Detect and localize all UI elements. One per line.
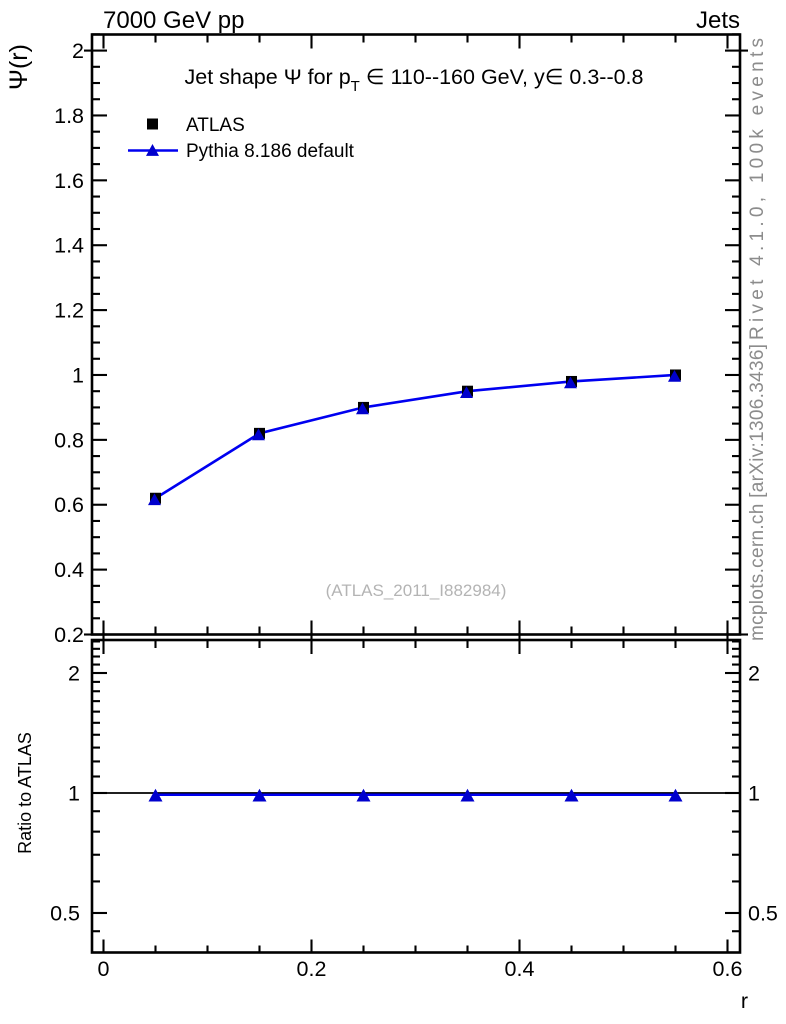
pythia-data-marker [668,369,681,382]
rivet-version-note: Rivet 4.1.0, 100k events [747,38,768,340]
pythia-data-marker [148,493,161,506]
y-tick-label-main: 1 [72,363,84,387]
pythia-ratio-marker [668,788,683,802]
header-beam-energy: 7000 GeV pp [103,7,244,34]
legend-markers [128,118,178,156]
ratio-frame [90,638,742,954]
pythia-ratio-marker [148,788,163,802]
y-tick-label-main: 0.2 [54,623,84,647]
x-tick-label: 0.4 [505,957,535,981]
y-tick-label-main: 1.8 [54,104,84,128]
x-tick-label: 0 [98,957,110,981]
legend-pythia-marker [146,144,159,156]
ratio-tick-label-right: 2 [748,662,760,686]
ratio-tick-label-left: 0.5 [50,901,80,925]
header-analysis-group: Jets [696,7,740,34]
ratio-tick-label-left: 2 [68,662,80,686]
y-tick-label-main: 1.2 [54,299,84,323]
ratio-tick-label-left: 1 [68,782,80,806]
legend-atlas-marker [147,118,158,130]
ratio-panel: 0.5 0.5 1 1 2 2 0 0.2 0.4 0.6 [50,632,778,981]
y-tick-label-main: 1.4 [54,234,84,258]
ratio-tick-label-right: 0.5 [748,901,778,925]
pythia-ratio-marker [356,788,371,802]
y-tick-label-main: 1.6 [54,169,84,193]
ratio-tick-label-right: 1 [748,782,760,806]
legend-label-pythia: Pythia 8.186 default [186,141,355,162]
y-axis-title-main: Ψ(r) [5,44,33,90]
pythia-data-marker [356,402,369,415]
pythia-data-marker [564,376,577,389]
mcplots-arxiv-note: mcplots.cern.ch [arXiv:1306.3436] [747,344,768,641]
x-tick-label: 0.6 [713,957,743,981]
pythia-ratio-marker [252,788,267,802]
analysis-id-watermark: (ATLAS_2011_I882984) [326,581,507,600]
pythia-data-marker [460,386,473,399]
y-tick-label-main: 2 [72,39,84,63]
y-tick-label-main: 0.6 [54,493,84,517]
pythia-data-marker [252,428,265,441]
y-tick-label-main: 0.4 [54,558,84,582]
y-tick-label-main: 0.8 [54,428,84,452]
pythia-ratio-marker [460,788,475,802]
legend-label-atlas: ATLAS [186,115,245,136]
plot-title: Jet shape Ψ for pT ∈ 110--160 GeV, y∈ 0.… [184,65,643,95]
main-panel: 0.2 0.4 0.6 0.8 1 1.2 1.4 1.6 1.8 2 [54,33,748,647]
pythia-line [154,373,676,500]
x-tick-label: 0.2 [297,957,327,981]
y-axis-title-ratio: Ratio to ATLAS [15,732,35,854]
x-axis-title: r [741,989,748,1013]
pythia-ratio-marker [564,788,579,802]
